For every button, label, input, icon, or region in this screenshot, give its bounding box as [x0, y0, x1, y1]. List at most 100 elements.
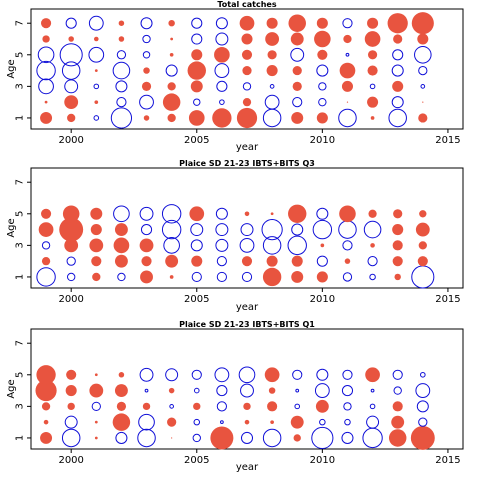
y-tick-label: 1	[15, 274, 26, 280]
x-tick-label: 2000	[58, 455, 83, 466]
y-tick-label: 7	[15, 179, 26, 185]
bubble-1999-age-2	[43, 419, 49, 425]
bubble-2013-age-3	[392, 80, 404, 92]
bubble-2000-age-4	[61, 61, 81, 80]
bubble-2014-age-4	[415, 383, 431, 398]
bubble-2008-age-7	[266, 17, 278, 29]
bubble-2011-age-1	[342, 272, 353, 282]
bubble-2000-age-5	[62, 205, 80, 223]
y-axis-label: Age	[6, 379, 17, 398]
bubble-2014-age-3	[420, 84, 426, 89]
bubble-2010-age-6	[314, 30, 331, 48]
bubble-2004-age-5	[169, 52, 174, 57]
bubble-2007-age-3	[239, 237, 255, 253]
bubble-2004-age-6	[170, 37, 174, 41]
bubble-2005-age-3	[190, 80, 203, 93]
bubble-2004-age-2	[162, 93, 181, 111]
bubble-2006-age-1	[212, 108, 232, 128]
bubble-2004-age-2	[165, 254, 179, 268]
bubble-2013-age-2	[391, 96, 404, 109]
bubble-1999-age-3	[41, 241, 51, 250]
bubble-2000-age-2	[64, 95, 79, 110]
bubble-2001-age-5	[94, 373, 98, 377]
bubble-2008-age-3	[269, 84, 275, 89]
bubble-2003-age-3	[139, 238, 154, 253]
bubble-2000-age-6	[68, 36, 74, 42]
bubble-2005-age-1	[191, 271, 202, 283]
bubble-2006-age-1	[216, 271, 227, 283]
bubble-2004-age-5	[165, 368, 179, 382]
bubble-1999-age-5	[36, 365, 56, 385]
bubble-2011-age-6	[343, 34, 352, 44]
bubble-2010-age-3	[315, 399, 329, 413]
bubble-2003-age-2	[139, 94, 154, 110]
bubble-2014-age-4	[418, 65, 428, 76]
bubble-2009-age-1	[293, 434, 301, 442]
bubble-2000-age-1	[67, 272, 76, 282]
y-tick-label: 5	[15, 211, 26, 217]
y-tick-label: 3	[15, 83, 26, 89]
bubble-2002-age-2	[114, 254, 128, 268]
bubble-2011-age-3	[343, 402, 352, 411]
x-tick-label: 2000	[58, 294, 83, 305]
bubble-2014-age-1	[418, 113, 428, 123]
bubble-2012-age-1	[370, 116, 375, 120]
bubble-2011-age-3	[341, 80, 353, 92]
x-tick-label: 2010	[310, 294, 335, 305]
bubble-2006-age-5	[214, 367, 230, 383]
bubble-2003-age-5	[142, 51, 151, 59]
bubble-1999-age-2	[44, 100, 48, 104]
bubble-2002-age-3	[116, 401, 127, 411]
x-tick-label: 2010	[310, 455, 335, 466]
x-tick-label: 2005	[184, 135, 209, 146]
bubble-2003-age-4	[140, 224, 153, 236]
bubble-2010-age-4	[314, 383, 330, 398]
bubble-2002-age-2	[112, 413, 131, 431]
bubble-2010-age-4	[312, 219, 333, 240]
bubble-2006-age-2	[219, 99, 225, 105]
bubble-2005-age-2	[191, 255, 203, 267]
bubble-1999-age-1	[40, 111, 53, 124]
bubble-2001-age-3	[93, 83, 100, 90]
bubble-2004-age-7	[168, 19, 175, 27]
bubble-2003-age-6	[142, 34, 151, 44]
bubble-2006-age-7	[215, 17, 228, 30]
panel-ibts-bits-q1: Plaice SD 21-23 IBTS+BITS Q1 2000 2005 201…	[6, 320, 464, 473]
bubble-2012-age-5	[367, 50, 378, 60]
bubble-2008-age-2	[266, 255, 278, 267]
bubble-2009-age-6	[290, 32, 304, 46]
bubble-2001-age-7	[88, 15, 104, 31]
bubble-2004-age-1	[169, 275, 174, 279]
y-axis-label: Age	[6, 218, 17, 237]
bubble-2014-age-7	[411, 12, 434, 35]
bubble-2002-age-3	[113, 237, 130, 254]
bubble-2001-age-2	[91, 256, 102, 267]
bubble-2001-age-2	[94, 420, 98, 424]
panel-title: Plaice SD 21-23 IBTS+BITS Q1	[179, 320, 315, 329]
bubble-1999-age-6	[42, 35, 50, 43]
bubble-2005-age-4	[193, 387, 200, 394]
bubble-2009-age-3	[292, 81, 302, 91]
bubble-2003-age-1	[140, 270, 153, 284]
bubble-2002-age-4	[112, 61, 131, 80]
bubble-2012-age-2	[367, 256, 378, 267]
y-tick-label: 1	[15, 115, 26, 121]
bubble-2008-age-5	[264, 367, 280, 383]
bubble-2004-age-1	[171, 437, 173, 439]
bubble-2007-age-7	[239, 15, 255, 31]
bubble-2009-age-2	[290, 415, 304, 429]
bubble-2007-age-2	[242, 98, 252, 107]
bubble-2011-age-5	[342, 369, 353, 380]
bubble-2001-age-3	[91, 401, 101, 412]
bubble-2012-age-5	[368, 209, 377, 218]
x-tick-label: 2015	[435, 135, 460, 146]
bubble-2006-age-2	[220, 420, 224, 425]
bubble-2005-age-2	[193, 98, 201, 106]
bubble-2013-age-2	[392, 256, 403, 267]
bubble-2009-age-5	[290, 47, 305, 62]
bubble-2011-age-7	[342, 18, 353, 29]
bubble-2007-age-5	[238, 366, 256, 384]
bubble-2009-age-1	[291, 270, 304, 283]
bubble-2014-age-2	[422, 101, 424, 103]
bubble-2011-age-4	[339, 62, 356, 79]
